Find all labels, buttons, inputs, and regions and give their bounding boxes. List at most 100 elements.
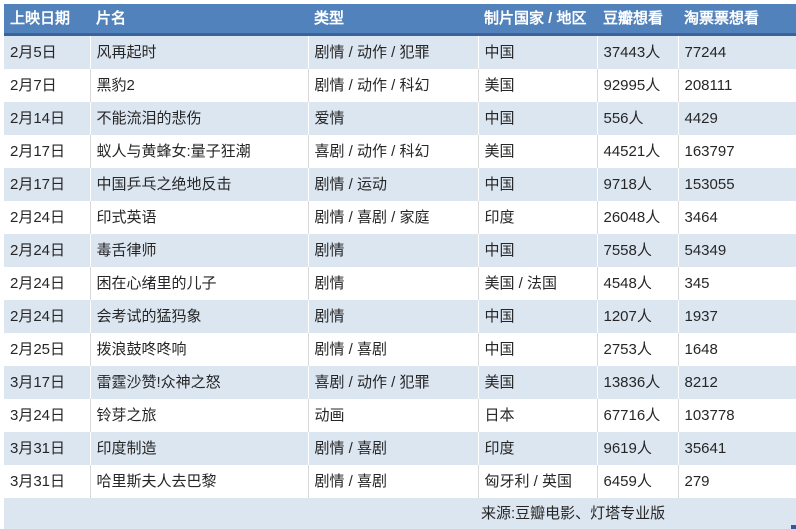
col-header-douban-wish: 豆瓣想看 [597,4,678,36]
taopiaopiao-wish-cell: 1937 [678,300,796,333]
taopiaopiao-wish-cell: 345 [678,267,796,300]
table-row: 2月24日 会考试的猛犸象 剧情 中国 1207人 1937 [4,300,796,333]
genre-cell: 剧情 / 动作 / 科幻 [308,69,479,102]
genre-cell: 剧情 / 喜剧 [308,432,479,465]
release-date-cell: 3月24日 [4,399,91,432]
region-cell: 美国 / 法国 [478,267,598,300]
table-row: 2月24日 困在心绪里的儿子 剧情 美国 / 法国 4548人 345 [4,267,796,300]
release-date-cell: 2月25日 [4,333,91,366]
header-row: 上映日期 片名 类型 制片国家 / 地区 豆瓣想看 淘票票想看 [4,4,796,36]
taopiaopiao-wish-cell: 279 [678,465,796,498]
region-cell: 印度 [478,201,598,234]
douban-wish-cell: 9619人 [597,432,679,465]
title-cell: 印度制造 [90,432,309,465]
table-row: 2月5日 风再起时 剧情 / 动作 / 犯罪 中国 37443人 77244 [4,34,796,69]
title-cell: 印式英语 [90,201,309,234]
table-footer: 来源:豆瓣电影、灯塔专业版 [4,498,796,529]
table-row: 3月24日 铃芽之旅 动画 日本 67716人 103778 [4,399,796,432]
douban-wish-cell: 67716人 [597,399,679,432]
title-cell: 会考试的猛犸象 [90,300,309,333]
release-date-cell: 3月31日 [4,465,91,498]
region-cell: 中国 [478,300,598,333]
genre-cell: 剧情 / 动作 / 犯罪 [308,34,479,69]
col-header-release-date: 上映日期 [4,4,90,36]
region-cell: 中国 [478,168,598,201]
release-date-cell: 2月17日 [4,135,91,168]
region-cell: 印度 [478,432,598,465]
douban-wish-cell: 2753人 [597,333,679,366]
douban-wish-cell: 13836人 [597,366,679,399]
source-note: 来源:豆瓣电影、灯塔专业版 [4,498,796,529]
region-cell: 中国 [478,102,598,135]
release-date-cell: 2月17日 [4,168,91,201]
taopiaopiao-wish-cell: 3464 [678,201,796,234]
title-cell: 风再起时 [90,34,309,69]
taopiaopiao-wish-cell: 8212 [678,366,796,399]
douban-wish-cell: 44521人 [597,135,679,168]
table-header: 上映日期 片名 类型 制片国家 / 地区 豆瓣想看 淘票票想看 [4,4,796,36]
region-cell: 美国 [478,366,598,399]
genre-cell: 剧情 [308,267,479,300]
source-row: 来源:豆瓣电影、灯塔专业版 [4,498,796,529]
genre-cell: 剧情 / 喜剧 / 家庭 [308,201,479,234]
release-date-cell: 2月24日 [4,267,91,300]
title-cell: 哈里斯夫人去巴黎 [90,465,309,498]
table-row: 2月14日 不能流泪的悲伤 爱情 中国 556人 4429 [4,102,796,135]
genre-cell: 剧情 / 喜剧 [308,333,479,366]
movie-release-table: 上映日期 片名 类型 制片国家 / 地区 豆瓣想看 淘票票想看 2月5日 风再起时… [4,4,796,529]
genre-cell: 喜剧 / 动作 / 犯罪 [308,366,479,399]
table-row: 2月17日 蚁人与黄蜂女:量子狂潮 喜剧 / 动作 / 科幻 美国 44521人 1637… [4,135,796,168]
douban-wish-cell: 4548人 [597,267,679,300]
genre-cell: 剧情 [308,300,479,333]
release-date-cell: 2月5日 [4,34,91,69]
douban-wish-cell: 26048人 [597,201,679,234]
release-date-cell: 3月31日 [4,432,91,465]
release-date-cell: 2月7日 [4,69,91,102]
title-cell: 蚁人与黄蜂女:量子狂潮 [90,135,309,168]
douban-wish-cell: 92995人 [597,69,679,102]
title-cell: 困在心绪里的儿子 [90,267,309,300]
genre-cell: 剧情 [308,234,479,267]
table-row: 2月24日 毒舌律师 剧情 中国 7558人 54349 [4,234,796,267]
table-row: 2月7日 黑豹2 剧情 / 动作 / 科幻 美国 92995人 208111 [4,69,796,102]
col-header-title: 片名 [90,4,308,36]
douban-wish-cell: 37443人 [597,34,679,69]
title-cell: 不能流泪的悲伤 [90,102,309,135]
taopiaopiao-wish-cell: 163797 [678,135,796,168]
table-row: 2月24日 印式英语 剧情 / 喜剧 / 家庭 印度 26048人 3464 [4,201,796,234]
table-row: 2月17日 中国乒乓之绝地反击 剧情 / 运动 中国 9718人 153055 [4,168,796,201]
genre-cell: 爱情 [308,102,479,135]
col-header-taopiaopiao-wish: 淘票票想看 [678,4,796,36]
taopiaopiao-wish-cell: 1648 [678,333,796,366]
title-cell: 黑豹2 [90,69,309,102]
region-cell: 匈牙利 / 英国 [478,465,598,498]
release-date-cell: 2月24日 [4,201,91,234]
region-cell: 日本 [478,399,598,432]
release-date-cell: 2月24日 [4,234,91,267]
taopiaopiao-wish-cell: 54349 [678,234,796,267]
douban-wish-cell: 556人 [597,102,679,135]
genre-cell: 动画 [308,399,479,432]
title-cell: 中国乒乓之绝地反击 [90,168,309,201]
release-date-cell: 2月14日 [4,102,91,135]
table-row: 3月31日 印度制造 剧情 / 喜剧 印度 9619人 35641 [4,432,796,465]
title-cell: 拨浪鼓咚咚响 [90,333,309,366]
col-header-region: 制片国家 / 地区 [478,4,597,36]
title-cell: 铃芽之旅 [90,399,309,432]
genre-cell: 喜剧 / 动作 / 科幻 [308,135,479,168]
taopiaopiao-wish-cell: 77244 [678,34,796,69]
region-cell: 美国 [478,135,598,168]
release-date-cell: 2月24日 [4,300,91,333]
genre-cell: 剧情 / 运动 [308,168,479,201]
taopiaopiao-wish-cell: 208111 [678,69,796,102]
taopiaopiao-wish-cell: 153055 [678,168,796,201]
release-date-cell: 3月17日 [4,366,91,399]
table-row: 3月17日 雷霆沙赞!众神之怒 喜剧 / 动作 / 犯罪 美国 13836人 8212 [4,366,796,399]
douban-wish-cell: 6459人 [597,465,679,498]
title-cell: 雷霆沙赞!众神之怒 [90,366,309,399]
table-body: 2月5日 风再起时 剧情 / 动作 / 犯罪 中国 37443人 77244 2月7日 黑豹2… [4,34,796,498]
taopiaopiao-wish-cell: 103778 [678,399,796,432]
region-cell: 中国 [478,34,598,69]
movie-release-table-sheet: 上映日期 片名 类型 制片国家 / 地区 豆瓣想看 淘票票想看 2月5日 风再起时… [4,4,796,529]
douban-wish-cell: 1207人 [597,300,679,333]
